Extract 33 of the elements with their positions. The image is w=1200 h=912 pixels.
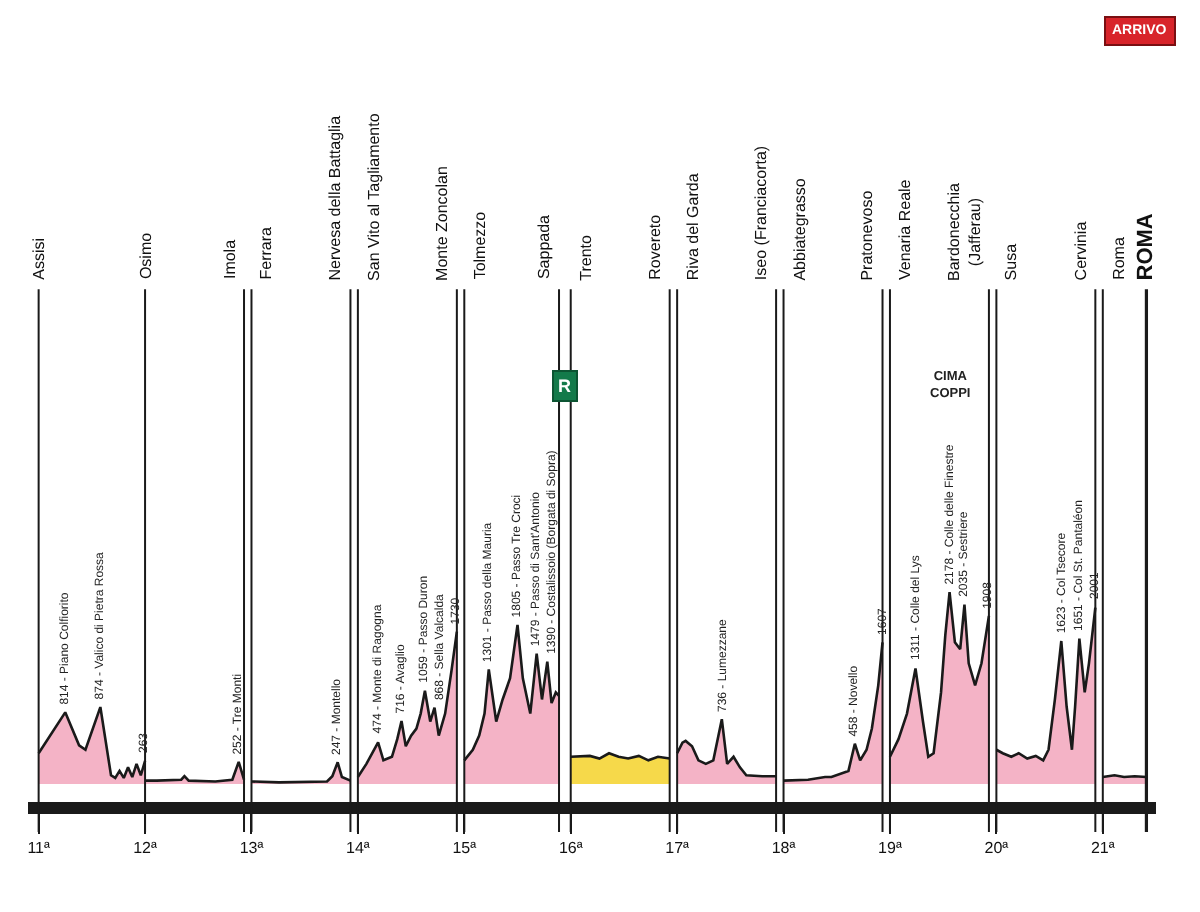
ref-line-label: Cervinia: [1072, 220, 1091, 281]
annotation: R: [558, 376, 572, 396]
x-tick-label: 15ª: [452, 839, 477, 858]
ref-line-label: Imola: [220, 238, 239, 280]
ref-line-label: Riva del Garda: [684, 172, 703, 281]
ref-line-label: Monte Zoncolan: [432, 166, 451, 281]
ref-line-label: Susa: [1002, 242, 1021, 281]
x-tick-label: 21ª: [1090, 839, 1115, 858]
ref-line-label: Assisi: [29, 237, 48, 280]
ref-line-label: Bardonecchia (Jafferau): [944, 182, 984, 281]
ref-line-label: Tolmezzo: [471, 210, 490, 280]
x-tick-label: 14ª: [346, 839, 370, 858]
x-tick-label: 20ª: [984, 839, 1009, 858]
ref-line-label: Roma: [1109, 236, 1128, 280]
ref-line-label: Pratonevoso: [858, 189, 877, 281]
x-tick-label: 17ª: [665, 839, 690, 858]
ref-line-label: Iseo (Franciacorta): [752, 145, 771, 281]
ref-line-label: Abbiategrasso: [790, 177, 809, 281]
ref-line-label: ROMA: [1134, 213, 1159, 281]
ref-line-label: Trento: [576, 234, 595, 281]
ref-line-label: San Vito al Tagliamento: [364, 112, 383, 281]
x-tick-label: 18ª: [771, 839, 796, 858]
ref-line-label: Ferrara: [257, 225, 276, 280]
ref-line-label: Nervesa della Battaglia: [326, 114, 345, 281]
ref-line-label: Sappada: [534, 213, 553, 280]
x-tick-label: 19ª: [878, 839, 902, 858]
x-tick-label: 16ª: [558, 839, 583, 858]
ref-line-label: Osimo: [137, 231, 156, 280]
ref-line-label: Rovereto: [645, 213, 664, 280]
x-tick-label: 12ª: [133, 839, 157, 858]
x-tick-label: 13ª: [239, 839, 264, 858]
ref-line-label: Venaria Reale: [895, 178, 914, 280]
x-tick-label: 11ª: [27, 839, 50, 858]
